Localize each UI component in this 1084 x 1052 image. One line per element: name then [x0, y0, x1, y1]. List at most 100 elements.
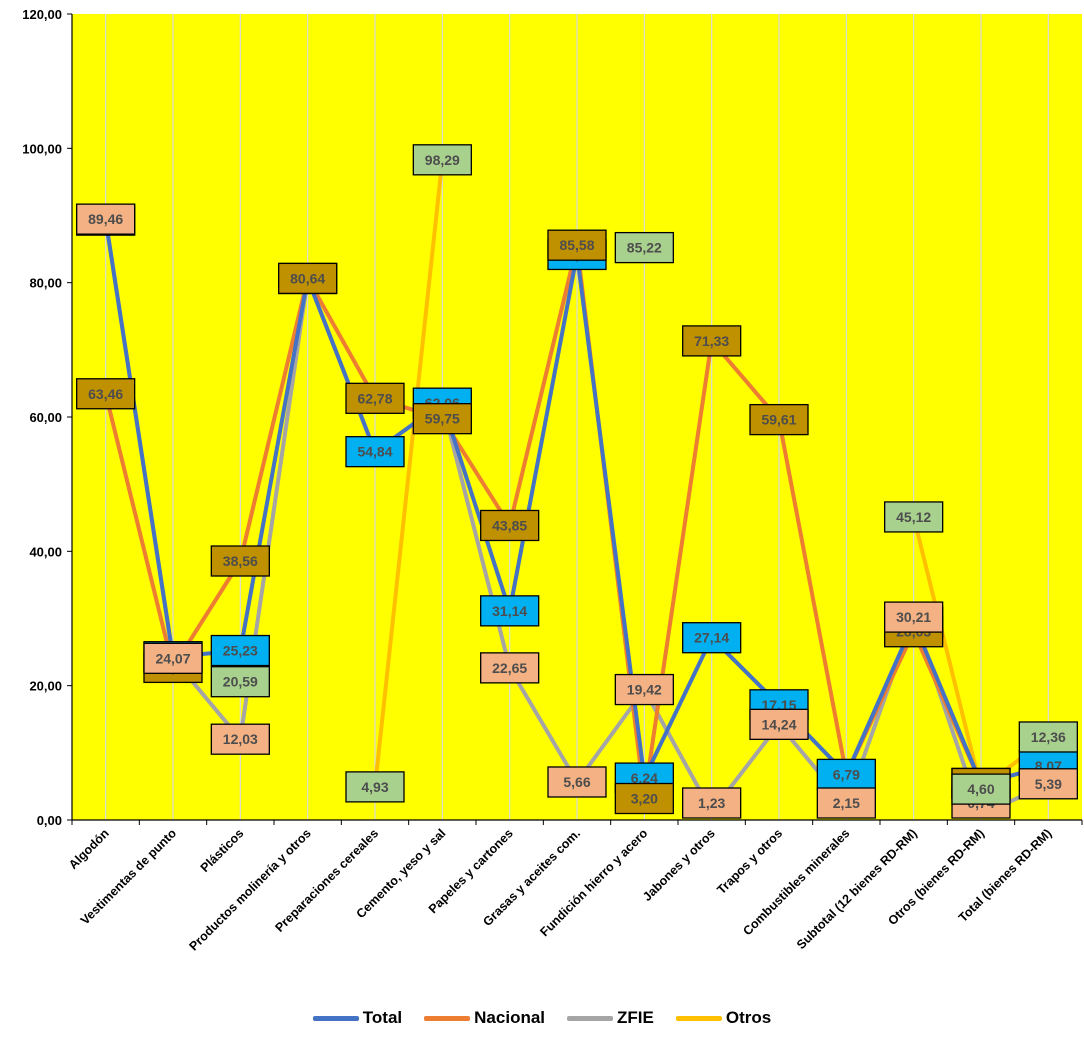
legend-swatch	[567, 1015, 614, 1021]
data-label: 4,60	[951, 773, 1011, 805]
data-label: 85,58	[547, 229, 607, 261]
data-label-text: 43,85	[492, 517, 527, 533]
legend: Total Nacional ZFIE Otros	[0, 1008, 1084, 1028]
y-tick-label: 20,00	[29, 679, 62, 694]
data-label: 85,22	[614, 231, 674, 264]
data-label: 1,23	[682, 787, 742, 819]
data-label-text: 3,20	[631, 791, 658, 807]
data-label-box	[749, 403, 809, 436]
data-label: 19,42	[614, 673, 674, 706]
data-label: 6,79	[816, 758, 876, 791]
legend-label: Total	[362, 1008, 403, 1027]
data-label: 3,20	[614, 782, 674, 815]
legend-label: ZFIE	[617, 1008, 654, 1027]
data-label-box	[480, 595, 540, 627]
x-tick-label: Algodón	[66, 826, 112, 872]
data-label-text: 2,15	[833, 795, 860, 811]
data-label-box	[345, 436, 405, 468]
data-label-box	[884, 601, 944, 633]
data-label-text: 1,23	[698, 795, 725, 811]
data-label-text: 54,84	[357, 444, 392, 460]
data-label-box	[547, 229, 607, 261]
data-label: 59,75	[412, 403, 472, 435]
y-tick-label: 0,00	[37, 813, 62, 828]
data-label: 5,39	[1018, 768, 1078, 800]
data-label-box	[480, 509, 540, 542]
data-label-text: 19,42	[627, 682, 662, 698]
data-label: 59,61	[749, 403, 809, 436]
data-label-box	[345, 771, 405, 803]
data-label-box	[682, 325, 742, 357]
legend-item-nacional: Nacional	[424, 1008, 545, 1028]
data-label-text: 12,03	[223, 731, 258, 747]
y-tick-label: 80,00	[29, 276, 62, 291]
data-label-text: 4,93	[361, 779, 388, 795]
data-label: 62,78	[345, 382, 405, 414]
data-label: 25,23	[210, 634, 270, 667]
data-label-text: 27,14	[694, 630, 729, 646]
data-label-text: 89,46	[88, 211, 123, 227]
data-label-box	[480, 652, 540, 684]
data-label-box	[143, 642, 203, 674]
data-label-box	[412, 403, 472, 435]
data-label-text: 63,46	[88, 386, 123, 402]
data-label: 2,15	[816, 787, 876, 819]
data-label-text: 14,24	[761, 716, 796, 732]
data-label-box	[412, 144, 472, 176]
data-label-text: 59,61	[761, 412, 796, 428]
legend-item-otros: Otros	[675, 1008, 772, 1028]
data-label-text: 85,58	[559, 237, 594, 253]
data-label-text: 62,78	[357, 390, 392, 406]
data-label: 38,56	[210, 545, 270, 577]
legend-label: Otros	[725, 1008, 772, 1027]
y-tick-label: 40,00	[29, 544, 62, 559]
data-label-text: 6,24	[631, 770, 658, 786]
legend-item-zfie: ZFIE	[567, 1008, 654, 1028]
x-tick-label: Subtotal (12 bienes RD-RM)	[794, 826, 920, 952]
data-label: 43,85	[480, 509, 540, 542]
data-label: 12,03	[210, 723, 270, 755]
x-tick-label: Fundición hierro y acero	[537, 826, 650, 939]
data-label-box	[210, 634, 270, 667]
data-label: 30,21	[884, 601, 944, 633]
line-chart: 0,00 20,00 40,00 60,00 80,00 100,00 120,00 Alg…	[22, 7, 1083, 954]
y-tick-label: 60,00	[29, 410, 62, 425]
data-label: 4,93	[345, 771, 405, 803]
y-tick-label: 120,00	[22, 7, 62, 22]
data-label-box	[1018, 721, 1078, 753]
data-label-box	[210, 545, 270, 577]
data-label-box	[1018, 768, 1078, 800]
data-labels: 89,3124,3125,2380,6154,8462,0631,1484,20…	[76, 144, 1078, 819]
x-tick-label: Jabones y otros	[640, 826, 718, 904]
data-label-box	[682, 787, 742, 819]
data-label-box	[278, 262, 338, 295]
data-label-box	[749, 708, 809, 741]
data-label-box	[682, 622, 742, 654]
x-tick-label: Plásticos	[198, 826, 247, 875]
data-label-text: 4,60	[967, 781, 994, 797]
data-label-text: 98,29	[425, 152, 460, 168]
data-label-box	[76, 203, 136, 235]
data-label: 20,59	[210, 666, 270, 698]
data-label: 98,29	[412, 144, 472, 176]
data-label-text: 45,12	[896, 509, 931, 525]
data-label-box	[547, 766, 607, 798]
data-label: 24,07	[143, 642, 203, 674]
legend-swatch	[424, 1015, 471, 1021]
legend-swatch	[675, 1015, 722, 1021]
data-label-box	[210, 666, 270, 698]
data-label-text: 38,56	[223, 553, 258, 569]
data-label-text: 25,23	[223, 643, 258, 659]
x-tick-label: Productos molinería y otros	[186, 826, 313, 953]
data-label-text: 24,07	[155, 650, 190, 666]
data-label-box	[345, 382, 405, 414]
data-label-text: 59,75	[425, 411, 460, 427]
data-label: 89,46	[76, 203, 136, 235]
data-label-text: 6,79	[833, 766, 860, 782]
data-label-text: 5,66	[563, 774, 590, 790]
data-label: 54,84	[345, 436, 405, 468]
data-label-box	[816, 787, 876, 819]
data-label: 31,14	[480, 595, 540, 627]
data-label-box	[210, 723, 270, 755]
